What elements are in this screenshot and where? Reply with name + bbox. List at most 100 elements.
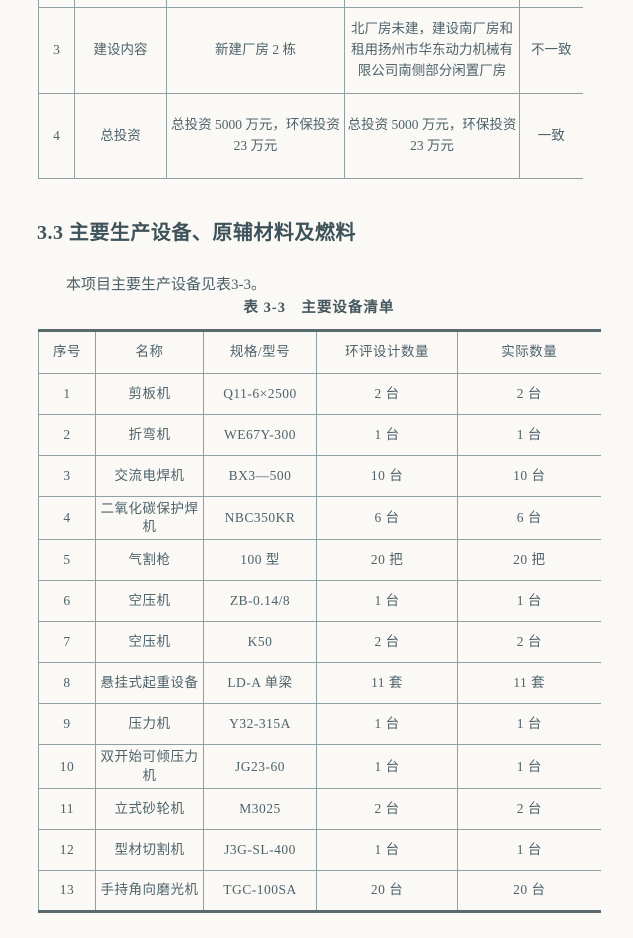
spec-model-cell: J3G-SL-400 <box>203 828 317 871</box>
equipment-name-cell: 型材切割机 <box>95 828 204 871</box>
col-name-header: 名称 <box>95 330 204 374</box>
col-eia-qty-header: 环评设计数量 <box>316 330 458 374</box>
eia-qty-cell: 1 台 <box>316 414 458 456</box>
equipment-row: 5 气割枪 100 型 20 把 20 把 <box>38 539 601 582</box>
eia-qty-cell: 11 套 <box>316 662 458 705</box>
spec-model-cell: Q11-6×2500 <box>203 373 317 415</box>
comparison-table-body: 3 建设内容 新建厂房 2 栋北厂房未建，建设南厂房和租用扬州市华东动力机械有限公司… <box>38 0 583 179</box>
col-spec-header: 规格/型号 <box>203 330 317 374</box>
spec-model-cell: TGC-100SA <box>203 869 317 912</box>
item-cell: 总投资 <box>74 93 167 179</box>
seq-cell: 2 <box>38 414 96 456</box>
header-row: 序号 名称 规格/型号 环评设计数量 实际数量 <box>38 330 601 374</box>
equipment-name-cell: 空压机 <box>95 580 204 623</box>
clipped-cell <box>74 0 167 8</box>
consistency-cell: 一致 <box>519 93 583 179</box>
clipped-cell <box>344 0 520 8</box>
table-caption: 表 3-3 主要设备清单 <box>243 300 395 316</box>
actual-qty-cell: 1 台 <box>457 828 601 871</box>
eia-qty-cell: 1 台 <box>316 703 458 746</box>
spec-model-cell: 100 型 <box>203 539 317 582</box>
approved-content-cell: 总投资 5000 万元，环保投资 23 万元 <box>166 93 345 179</box>
col-seq-header: 序号 <box>38 330 96 374</box>
equipment-name-cell: 二氧化碳保护焊机 <box>95 495 204 541</box>
comparison-table-continuation: 3 建设内容 新建厂房 2 栋北厂房未建，建设南厂房和租用扬州市华东动力机械有限公司… <box>38 0 583 179</box>
seq-cell: 3 <box>38 455 96 497</box>
actual-qty-cell: 1 台 <box>457 414 601 456</box>
seq-cell: 7 <box>38 621 96 664</box>
actual-qty-cell: 2 台 <box>457 621 601 664</box>
actual-qty-cell: 6 台 <box>457 495 601 541</box>
equipment-name-cell: 双开始可倾压力机 <box>95 744 204 789</box>
seq-cell: 10 <box>38 744 96 789</box>
spec-model-cell: JG23-60 <box>203 744 317 789</box>
actual-qty-cell: 1 台 <box>457 580 601 623</box>
equipment-row: 13 手持角向磨光机 TGC-100SA 20 台 20 台 <box>38 869 601 912</box>
clipped-row <box>38 0 583 8</box>
equipment-name-cell: 悬挂式起重设备 <box>95 662 204 705</box>
equipment-row: 3 交流电焊机 BX3—500 10 台 10 台 <box>38 455 601 497</box>
equipment-name-cell: 立式砂轮机 <box>95 787 204 830</box>
seq-cell: 1 <box>38 373 96 415</box>
seq-cell: 13 <box>38 869 96 912</box>
equipment-row: 8 悬挂式起重设备 LD-A 单梁 11 套 11 套 <box>38 662 601 705</box>
eia-qty-cell: 20 台 <box>316 869 458 912</box>
comparison-row: 4 总投资 总投资 5000 万元，环保投资 23 万元 总投资 5000 万元，环保… <box>38 93 583 179</box>
eia-qty-cell: 1 台 <box>316 744 458 789</box>
col-actual-qty-header: 实际数量 <box>457 330 601 374</box>
eia-qty-cell: 2 台 <box>316 621 458 664</box>
eia-qty-cell: 6 台 <box>316 495 458 541</box>
seq-cell: 11 <box>38 787 96 830</box>
clipped-cell <box>166 0 345 8</box>
eia-qty-cell: 1 台 <box>316 828 458 871</box>
equipment-name-cell: 交流电焊机 <box>95 455 204 497</box>
seq-cell: 4 <box>38 495 96 541</box>
spec-model-cell: WE67Y-300 <box>203 414 317 456</box>
eia-qty-cell: 2 台 <box>316 373 458 415</box>
seq-cell: 6 <box>38 580 96 623</box>
eia-qty-cell: 10 台 <box>316 455 458 497</box>
spec-model-cell: K50 <box>203 621 317 664</box>
equipment-name-cell: 折弯机 <box>95 414 204 456</box>
seq-cell: 3 <box>38 7 75 94</box>
equipment-name-cell: 压力机 <box>95 703 204 746</box>
equipment-name-cell: 空压机 <box>95 621 204 664</box>
actual-qty-cell: 1 台 <box>457 703 601 746</box>
actual-qty-cell: 1 台 <box>457 744 601 789</box>
seq-cell: 5 <box>38 539 96 582</box>
actual-content-cell: 北厂房未建，建设南厂房和租用扬州市华东动力机械有限公司南侧部分闲置厂房 <box>344 7 520 94</box>
spec-model-cell: BX3—500 <box>203 455 317 497</box>
equipment-table-header: 序号 名称 规格/型号 环评设计数量 实际数量 <box>38 330 601 374</box>
eia-qty-cell: 20 把 <box>316 539 458 582</box>
approved-content-cell: 新建厂房 2 栋 <box>166 7 345 94</box>
spec-model-cell: Y32-315A <box>203 703 317 746</box>
spec-model-cell: ZB-0.14/8 <box>203 580 317 623</box>
comparison-row: 3 建设内容 新建厂房 2 栋北厂房未建，建设南厂房和租用扬州市华东动力机械有限公司… <box>38 7 583 94</box>
equipment-name-cell: 手持角向磨光机 <box>95 869 204 912</box>
item-cell: 建设内容 <box>74 7 167 94</box>
equipment-name-cell: 气割枪 <box>95 539 204 582</box>
spec-model-cell: LD-A 单梁 <box>203 662 317 705</box>
equipment-name-cell: 剪板机 <box>95 373 204 415</box>
actual-qty-cell: 20 台 <box>457 869 601 912</box>
clipped-cell <box>519 0 583 8</box>
actual-qty-cell: 10 台 <box>457 455 601 497</box>
spec-model-cell: NBC350KR <box>203 495 317 541</box>
section-heading: 3.3 主要生产设备、原辅材料及燃料 <box>37 221 356 244</box>
seq-cell: 4 <box>38 93 75 179</box>
seq-cell: 12 <box>38 828 96 871</box>
clipped-cell <box>38 0 75 8</box>
actual-content-cell: 总投资 5000 万元，环保投资 23 万元 <box>344 93 520 179</box>
actual-qty-cell: 20 把 <box>457 539 601 582</box>
eia-qty-cell: 1 台 <box>316 580 458 623</box>
actual-qty-cell: 2 台 <box>457 787 601 830</box>
actual-qty-cell: 11 套 <box>457 662 601 705</box>
